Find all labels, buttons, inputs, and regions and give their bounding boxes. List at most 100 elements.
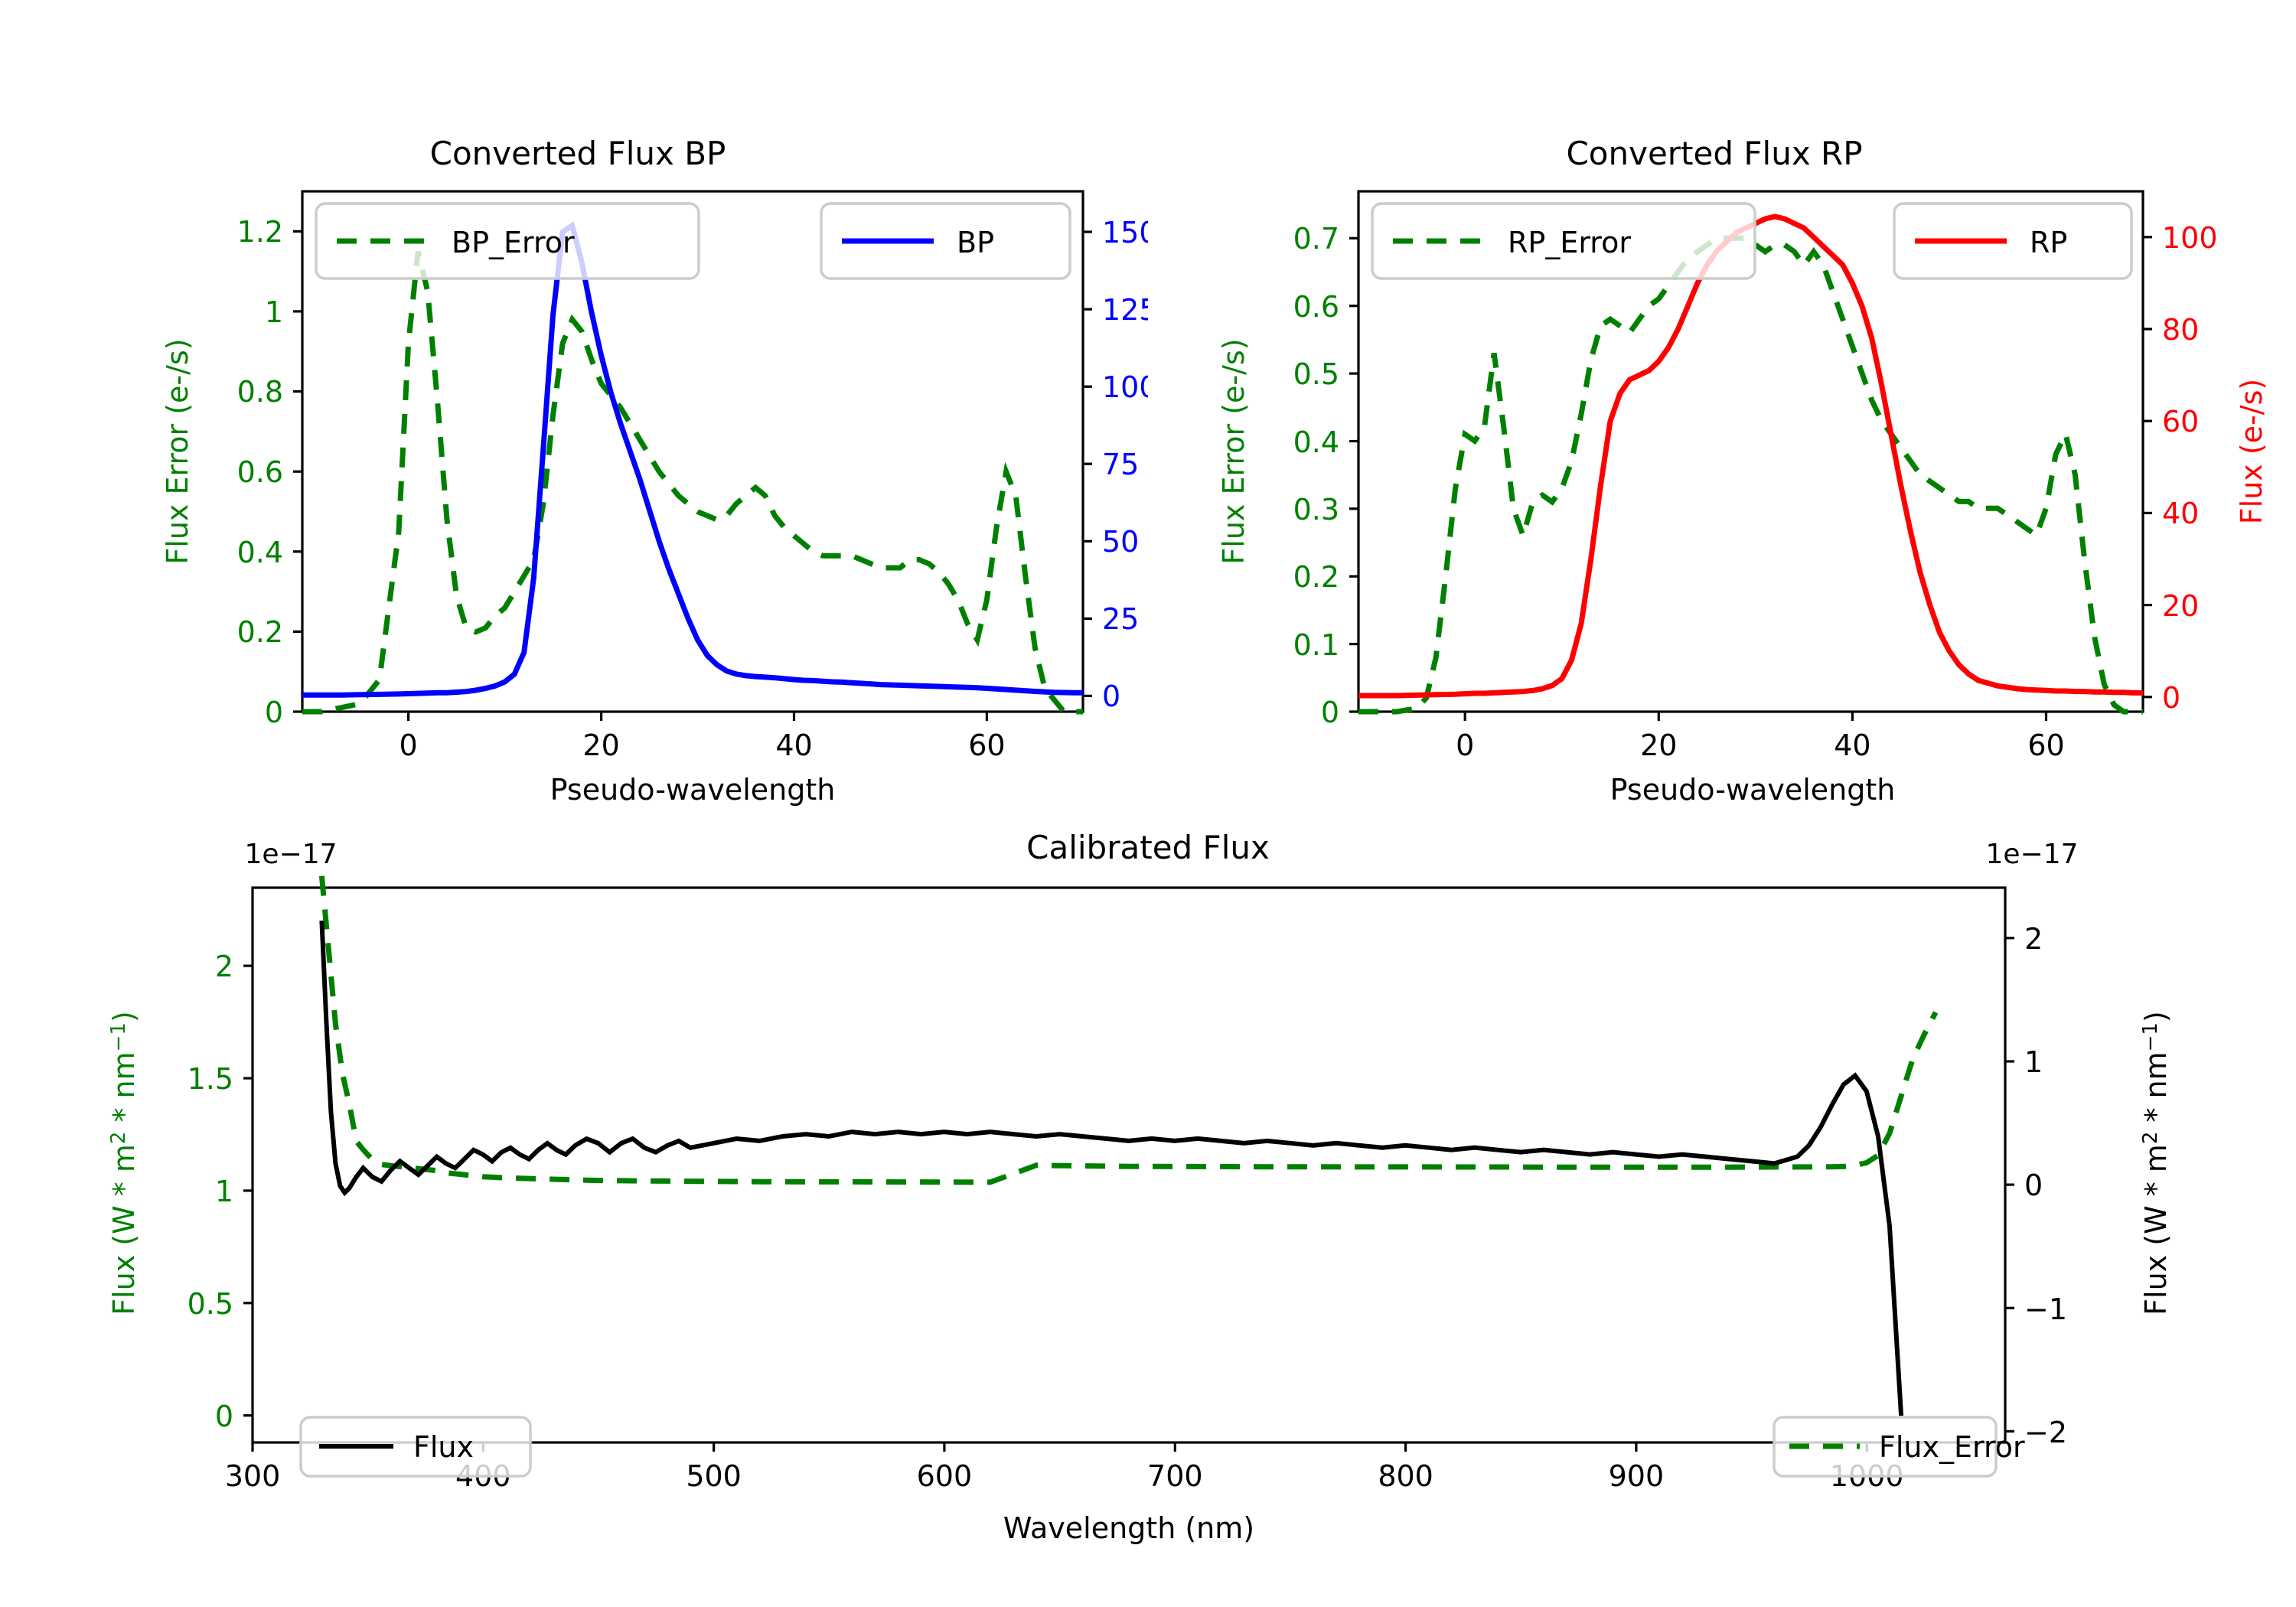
bp-flux-line: [302, 221, 1083, 698]
bp-ytick-right-3: 75: [1102, 448, 1139, 481]
rp-ytick-right-2: 40: [2162, 497, 2199, 530]
bp-legend-left-label: BP_Error: [452, 226, 575, 259]
rp-legend-left-label: RP_Error: [1508, 226, 1631, 259]
bp-xtick-2: 40: [775, 729, 812, 762]
bp-xtick-3: 60: [968, 729, 1005, 762]
bp-left-yaxis: 0 0.2 0.4 0.6 0.8 1 1.2: [237, 215, 302, 729]
calibrated-ytick-right-1: −1: [2024, 1292, 2067, 1326]
rp-ytick-1: 0.1: [1293, 628, 1339, 662]
rp-ytick-right-5: 100: [2162, 221, 2218, 255]
calibrated-ytick-right-3: 1: [2024, 1045, 2043, 1079]
rp-legend-right-label: RP: [2030, 226, 2067, 259]
rp-ytick-2: 0.2: [1293, 560, 1339, 594]
calibrated-offset-left: 1e−17: [244, 839, 337, 870]
calibrated-flux-line: [319, 920, 1904, 1416]
rp-xtick-2: 40: [1834, 729, 1870, 762]
bp-xtick-1: 20: [582, 729, 619, 762]
calibrated-xlabel: Wavelength (nm): [1003, 1511, 1254, 1545]
calibrated-legend-left[interactable]: Flux: [299, 1416, 532, 1478]
rp-left-yaxis: 0 0.1 0.2 0.3 0.4 0.5 0.6 0.7: [1293, 222, 1358, 729]
rp-legend-right[interactable]: RP: [1893, 202, 2133, 280]
calibrated-left-yaxis: 0 0.5 1 1.5 2: [188, 950, 253, 1433]
bp-legend-right-label: BP: [957, 226, 994, 259]
calibrated-ytick-0: 0: [215, 1400, 233, 1433]
calibrated-error-line: [318, 875, 1939, 1185]
bp-ylabel-left: Flux Error (e-/s): [161, 338, 194, 564]
rp-ytick-right-0: 0: [2162, 681, 2180, 715]
calibrated-offset-right: 1e−17: [1985, 839, 2078, 870]
rp-ytick-0: 0: [1321, 696, 1339, 729]
bp-ytick-6: 1.2: [237, 215, 283, 249]
bp-plot-title: Converted Flux BP: [430, 135, 726, 172]
calibrated-xtick-5: 800: [1378, 1459, 1433, 1493]
calibrated-ytick-3: 1.5: [188, 1062, 233, 1096]
rp-ytick-right-1: 20: [2162, 589, 2199, 623]
svg-text:Flux (W * m2 * nm−1): Flux (W * m2 * nm−1): [2139, 1011, 2173, 1315]
calibrated-xtick-4: 700: [1147, 1459, 1203, 1493]
calibrated-ytick-right-4: 2: [2024, 922, 2043, 956]
bp-ytick-right-5: 125: [1102, 293, 1148, 327]
bp-xlabel: Pseudo-wavelength: [550, 773, 836, 807]
svg-text:Flux (W * m2 * nm−1): Flux (W * m2 * nm−1): [107, 1011, 141, 1315]
calibrated-ytick-1: 0.5: [188, 1287, 233, 1321]
rp-ytick-right-4: 80: [2162, 313, 2199, 347]
bp-ytick-1: 0.2: [237, 615, 283, 649]
bp-right-yaxis: 0 25 50 75 100 125 150: [1083, 216, 1148, 713]
calibrated-axes-frame: [251, 886, 2007, 1444]
calibrated-xtick-3: 600: [917, 1459, 973, 1493]
bp-xaxis: 0 20 40 60: [400, 712, 1006, 762]
rp-ytick-4: 0.4: [1293, 425, 1339, 459]
panel-converted-flux-bp: Converted Flux BP 0 0.2 0.4 0.6 0.8 1 1.…: [0, 0, 1148, 857]
rp-right-yaxis: 0 20 40 60 80 100: [2143, 221, 2218, 715]
bp-ytick-4: 0.8: [237, 375, 283, 409]
bp-ytick-right-0: 0: [1102, 680, 1120, 713]
calibrated-ylabel-left-group: Flux (W * m2 * nm−1): [107, 1011, 141, 1315]
bp-ytick-2: 0.4: [237, 536, 283, 569]
bp-ytick-right-6: 150: [1102, 216, 1148, 249]
bp-ytick-right-1: 25: [1102, 602, 1139, 636]
rp-ylabel-left: Flux Error (e-/s): [1217, 338, 1251, 564]
calibrated-plot-title: Calibrated Flux: [1026, 829, 1270, 866]
calibrated-legend-left-label: Flux: [413, 1430, 474, 1464]
rp-legend-left[interactable]: RP_Error: [1371, 202, 1756, 280]
bp-ytick-3: 0.6: [237, 455, 283, 489]
rp-error-line: [1358, 235, 2143, 715]
rp-flux-line: [1358, 214, 2143, 699]
bp-error-line: [302, 250, 1083, 715]
rp-xtick-0: 0: [1456, 729, 1474, 762]
bp-ytick-right-4: 100: [1102, 370, 1148, 404]
calibrated-ylabel-right-group: Flux (W * m2 * nm−1): [2139, 1011, 2173, 1315]
rp-xlabel: Pseudo-wavelength: [1610, 773, 1896, 807]
rp-xtick-1: 20: [1640, 729, 1677, 762]
calibrated-xtick-2: 500: [686, 1459, 742, 1493]
rp-ytick-6: 0.6: [1293, 290, 1339, 324]
rp-axes-frame: [1357, 190, 2144, 713]
calibrated-right-yaxis: −2 −1 0 1 2: [2005, 922, 2067, 1449]
bp-ytick-5: 1: [265, 295, 283, 329]
calibrated-xtick-6: 900: [1609, 1459, 1665, 1493]
rp-xtick-3: 60: [2027, 729, 2064, 762]
calibrated-xtick-0: 300: [225, 1459, 281, 1493]
calibrated-ytick-4: 2: [215, 950, 233, 983]
bp-axes-frame: [301, 190, 1084, 713]
bp-xtick-0: 0: [400, 729, 418, 762]
calibrated-ytick-right-0: −2: [2024, 1416, 2067, 1449]
rp-ytick-3: 0.3: [1293, 493, 1339, 526]
calibrated-ytick-right-2: 0: [2024, 1169, 2043, 1202]
bp-legend-right[interactable]: BP: [820, 202, 1071, 280]
bp-ytick-right-2: 50: [1102, 525, 1139, 559]
rp-ytick-5: 0.5: [1293, 357, 1339, 391]
rp-ytick-7: 0.7: [1293, 222, 1339, 256]
panel-calibrated-flux: Calibrated Flux 1e−17 1e−17 0 0.5 1 1.5 …: [0, 826, 2296, 1607]
rp-ylabel-right: Flux (e-/s): [2235, 379, 2268, 524]
panel-converted-flux-rp: Converted Flux RP 0 0.1 0.2 0.3 0.4 0.5 …: [1148, 0, 2296, 857]
calibrated-legend-right[interactable]: Flux_Error: [1773, 1416, 2025, 1478]
bp-ytick-0: 0: [265, 696, 283, 729]
calibrated-ytick-2: 1: [215, 1175, 233, 1208]
calibrated-legend-right-label: Flux_Error: [1879, 1430, 2025, 1464]
rp-xaxis: 0 20 40 60: [1456, 712, 2065, 762]
rp-ytick-right-3: 60: [2162, 405, 2199, 438]
rp-plot-title: Converted Flux RP: [1566, 135, 1862, 172]
bp-legend-left[interactable]: BP_Error: [315, 202, 700, 280]
